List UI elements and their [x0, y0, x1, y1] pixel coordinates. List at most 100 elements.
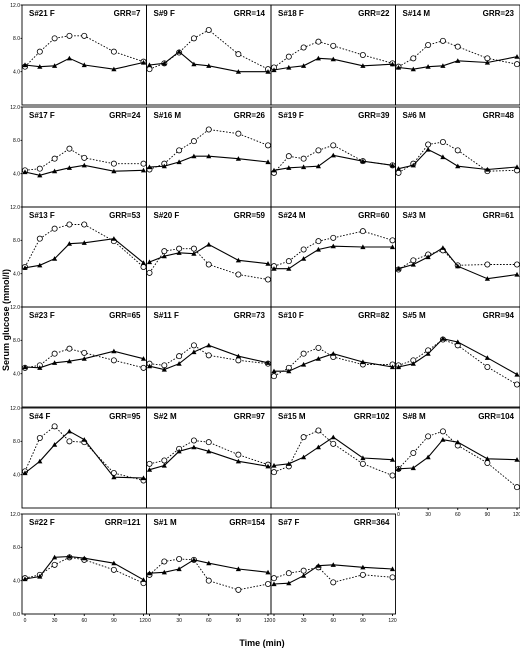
panel-grr-label: GRR=14 — [234, 9, 266, 18]
data-point-triangle — [206, 448, 212, 454]
data-point-triangle — [140, 260, 147, 265]
data-point-circle — [410, 449, 417, 456]
y-tick-label: 4.0 — [13, 472, 20, 478]
x-tick-label: 30 — [52, 618, 58, 624]
data-point-triangle — [111, 236, 117, 241]
panel: S#15 M GRR=102 — [270, 407, 396, 509]
data-point-circle — [330, 42, 337, 49]
data-point-triangle — [301, 256, 307, 261]
series-solid-line — [149, 50, 268, 73]
panel-grr-label: GRR=104 — [478, 412, 514, 421]
panel-grr-label: GRR=23 — [483, 9, 515, 18]
panel-grr-label: GRR=364 — [354, 518, 390, 527]
data-point-triangle — [140, 475, 147, 481]
panel-frame — [395, 306, 520, 408]
data-point-triangle — [484, 59, 490, 65]
panel-frame — [21, 407, 147, 509]
panel-subject-label: S#21 F — [29, 9, 55, 18]
panel-grr-label: GRR=154 — [229, 518, 265, 527]
panel-subject-label: S#5 M — [403, 311, 426, 320]
panel-subject-label: S#7 F — [278, 518, 299, 527]
data-point-triangle — [22, 265, 28, 270]
panel-grr-label: GRR=22 — [358, 9, 390, 18]
x-tick-label: 0 — [24, 618, 27, 624]
data-point-triangle — [81, 437, 87, 442]
data-point-circle — [425, 141, 432, 148]
x-tick-label: 0 — [148, 618, 151, 624]
y-tick-label: 4.0 — [13, 69, 20, 75]
data-point-triangle — [410, 361, 416, 366]
data-point-triangle — [330, 243, 336, 249]
data-point-circle — [235, 130, 242, 137]
data-point-circle — [514, 61, 520, 68]
data-point-circle — [110, 48, 117, 55]
data-point-triangle — [146, 467, 153, 472]
data-point-circle — [110, 357, 117, 364]
data-point-circle — [81, 349, 88, 356]
panel: S#24 M GRR=60 — [270, 206, 396, 308]
data-point-triangle — [265, 69, 271, 74]
data-point-triangle — [484, 355, 490, 360]
data-point-triangle — [161, 163, 167, 169]
data-point-triangle — [22, 364, 28, 370]
data-point-circle — [110, 160, 117, 167]
data-point-triangle — [301, 454, 307, 460]
panel: S#22 F GRR=121 0 30 60 90 120 — [21, 513, 148, 624]
panel: S#18 F GRR=22 — [270, 4, 396, 106]
data-point-triangle — [176, 448, 182, 454]
x-tick-label: 30 — [176, 618, 182, 624]
data-point-triangle — [514, 371, 520, 377]
data-point-circle — [161, 558, 168, 565]
data-point-triangle — [235, 566, 241, 572]
data-point-triangle — [52, 168, 58, 174]
panel-frame — [21, 513, 147, 615]
y-tick-label: 8.0 — [13, 238, 20, 244]
panel-subject-label: S#9 F — [154, 9, 175, 18]
data-point-circle — [81, 154, 88, 161]
panel-subject-label: S#23 F — [29, 311, 55, 320]
data-point-triangle — [66, 428, 72, 434]
data-point-triangle — [111, 168, 117, 174]
data-point-triangle — [140, 167, 147, 173]
data-point-circle — [190, 437, 197, 444]
y-axis-label: Serum glucose (mmol/l) — [1, 269, 11, 371]
panel: S#17 F GRR=24 — [21, 106, 147, 208]
data-point-circle — [285, 153, 292, 160]
panel-frame — [395, 407, 520, 509]
panel-grr-label: GRR=82 — [358, 311, 390, 320]
data-point-circle — [315, 427, 322, 434]
data-point-triangle — [425, 146, 431, 152]
data-point-triangle — [37, 458, 43, 464]
data-point-circle — [330, 142, 337, 149]
data-point-triangle — [484, 456, 490, 461]
data-point-triangle — [286, 266, 292, 271]
data-point-circle — [389, 574, 396, 581]
data-point-triangle — [440, 63, 446, 68]
data-point-circle — [161, 457, 168, 464]
data-point-circle — [235, 451, 242, 458]
data-point-triangle — [265, 360, 271, 365]
series-dotted-line — [24, 425, 144, 481]
data-point-triangle — [176, 250, 182, 255]
data-point-circle — [205, 577, 212, 584]
panel-frame — [395, 206, 520, 308]
data-point-triangle — [191, 557, 197, 562]
data-point-circle — [285, 258, 292, 265]
data-point-triangle — [389, 364, 396, 370]
panel-subject-label: S#24 M — [278, 211, 306, 220]
data-point-triangle — [286, 461, 292, 466]
y-tick-label: 8.0 — [13, 338, 20, 344]
data-point-circle — [161, 248, 168, 255]
data-point-circle — [300, 246, 307, 253]
data-point-triangle — [140, 356, 147, 361]
data-point-circle — [514, 261, 520, 268]
data-point-triangle — [191, 349, 197, 355]
data-point-triangle — [410, 66, 416, 72]
panel: S#20 F GRR=59 — [146, 206, 272, 308]
panel-grr-label: GRR=121 — [105, 518, 141, 527]
data-point-circle — [146, 460, 153, 467]
x-tick-label: 60 — [455, 512, 461, 518]
x-tick-label: 120 — [388, 618, 397, 624]
data-point-circle — [359, 228, 366, 235]
